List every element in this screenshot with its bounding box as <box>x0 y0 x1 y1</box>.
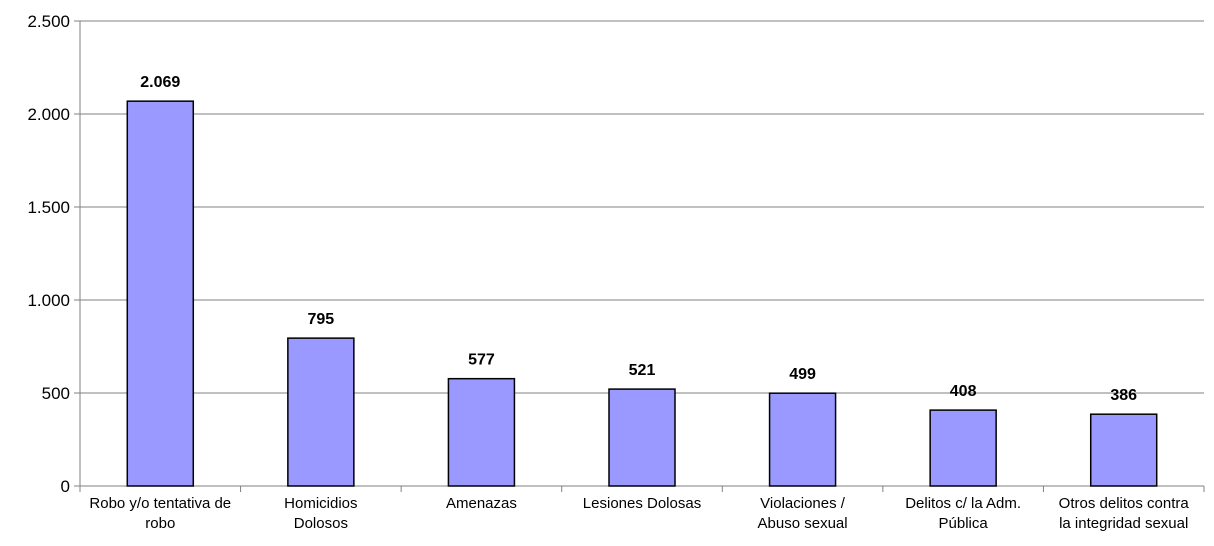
x-category-label-line: Pública <box>939 515 989 532</box>
x-category-label-line: Dolosos <box>294 515 348 532</box>
x-category-label-line: Homicidios <box>284 495 357 512</box>
x-category-label-line: robo <box>145 515 175 532</box>
bar <box>287 337 355 487</box>
y-tick-label: 0 <box>61 477 70 496</box>
x-category-label: Robo y/o tentativa de robo <box>89 495 231 532</box>
bar <box>929 409 997 487</box>
data-label: 577 <box>468 352 495 369</box>
x-category-label-line: Violaciones / <box>760 495 846 512</box>
data-label: 499 <box>789 366 816 383</box>
x-category-label-line: Delitos c/ la Adm. <box>905 495 1021 512</box>
bar <box>126 100 195 487</box>
x-category-label: Homicidios Dolosos <box>284 495 357 532</box>
data-label: 795 <box>308 311 335 328</box>
bar <box>1089 413 1158 487</box>
x-category-label: Otros delitos contra la integridad sexual <box>1059 495 1190 532</box>
x-category-label-line: Amenazas <box>446 495 517 512</box>
data-label: 386 <box>1110 387 1137 404</box>
x-category-label-line: Robo y/o tentativa de <box>89 495 231 512</box>
gridlines <box>80 20 1204 394</box>
x-category-label-line: Abuso sexual <box>758 515 848 532</box>
x-category-label: Amenazas <box>446 495 517 512</box>
data-labels: 2.069 795 577 521 499 408 386 <box>140 74 1137 404</box>
y-tick-label: 1.000 <box>27 291 70 310</box>
bars <box>126 100 1158 487</box>
data-label: 2.069 <box>140 74 180 91</box>
bar <box>608 388 676 487</box>
x-category-label-line: Otros delitos contra <box>1059 495 1190 512</box>
y-tick-labels: 0 500 1.000 1.500 2.000 2.500 <box>27 12 70 496</box>
x-category-label-line: Lesiones Dolosas <box>583 495 701 512</box>
y-tick-label: 2.000 <box>27 105 70 124</box>
data-label: 521 <box>629 362 656 379</box>
x-category-label-line: la integridad sexual <box>1059 515 1188 532</box>
x-category-label: Lesiones Dolosas <box>583 495 701 512</box>
x-category-label: Violaciones / Abuso sexual <box>758 495 848 532</box>
bar <box>447 377 516 487</box>
x-category-label: Delitos c/ la Adm. Pública <box>905 495 1021 532</box>
y-tick-label: 500 <box>42 384 70 403</box>
category-labels: Robo y/o tentativa de robo Homicidios Dolos… <box>89 495 1189 532</box>
bar <box>768 392 837 487</box>
data-label: 408 <box>950 383 977 400</box>
y-tick-label: 2.500 <box>27 12 70 31</box>
y-tick-label: 1.500 <box>27 198 70 217</box>
